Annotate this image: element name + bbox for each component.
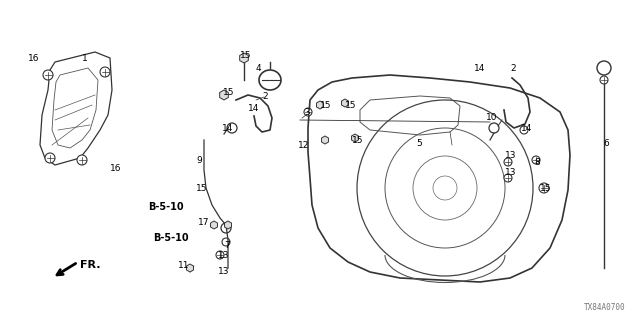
Text: 9: 9 (196, 156, 202, 164)
Text: 12: 12 (298, 140, 309, 149)
Text: 11: 11 (178, 261, 189, 270)
Text: 15: 15 (223, 87, 234, 97)
Polygon shape (225, 221, 232, 229)
Circle shape (532, 156, 540, 164)
Text: 10: 10 (486, 113, 497, 122)
Circle shape (504, 158, 512, 166)
Text: 17: 17 (198, 218, 209, 227)
Text: 15: 15 (320, 100, 332, 109)
Text: 15: 15 (345, 100, 356, 109)
Text: 14: 14 (222, 124, 234, 132)
Polygon shape (342, 99, 348, 107)
Text: 16: 16 (110, 164, 122, 172)
Text: B-5-10: B-5-10 (148, 202, 184, 212)
Text: 13: 13 (505, 150, 516, 159)
Circle shape (539, 183, 549, 193)
Circle shape (600, 76, 608, 84)
Polygon shape (220, 90, 228, 100)
Text: 16: 16 (28, 53, 40, 62)
Text: 6: 6 (603, 139, 609, 148)
Text: 14: 14 (248, 103, 259, 113)
Text: 5: 5 (416, 139, 422, 148)
Text: 15: 15 (540, 183, 552, 193)
Text: 15: 15 (352, 135, 364, 145)
Text: 1: 1 (82, 53, 88, 62)
Circle shape (77, 155, 87, 165)
Text: 13: 13 (505, 167, 516, 177)
Polygon shape (321, 136, 328, 144)
Text: 2: 2 (510, 63, 516, 73)
Polygon shape (351, 134, 358, 142)
Text: 14: 14 (521, 124, 532, 132)
Circle shape (304, 108, 312, 116)
Polygon shape (211, 221, 218, 229)
Text: 8: 8 (534, 157, 540, 166)
Text: 7: 7 (224, 241, 230, 250)
Circle shape (504, 174, 512, 182)
Polygon shape (317, 101, 323, 109)
Text: B-5-10: B-5-10 (153, 233, 189, 243)
Text: 13: 13 (218, 252, 230, 260)
Text: 15: 15 (196, 183, 207, 193)
Circle shape (100, 67, 110, 77)
Text: 3: 3 (304, 108, 310, 116)
Text: 15: 15 (240, 51, 252, 60)
Text: TX84A0700: TX84A0700 (584, 303, 625, 312)
Polygon shape (186, 264, 193, 272)
Text: 4: 4 (256, 63, 262, 73)
Circle shape (43, 70, 53, 80)
Text: 2: 2 (262, 92, 268, 100)
Text: 14: 14 (474, 63, 485, 73)
Polygon shape (239, 53, 248, 63)
Circle shape (216, 251, 224, 259)
Text: 13: 13 (218, 268, 230, 276)
Circle shape (45, 153, 55, 163)
Text: FR.: FR. (80, 260, 100, 270)
